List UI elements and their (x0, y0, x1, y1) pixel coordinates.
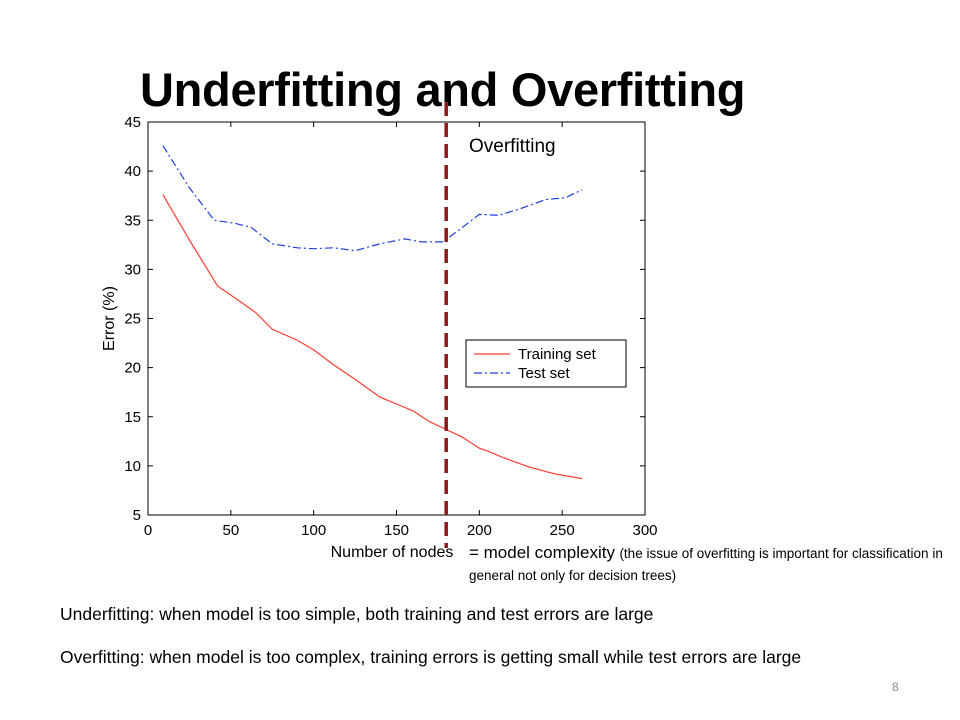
y-tick-label: 25 (124, 311, 141, 328)
x-tick-label: 300 (632, 522, 657, 539)
series-line-test-set (162, 145, 583, 252)
model-complexity-note: = model complexity (the issue of overfit… (469, 542, 949, 587)
overfitting-annotation: Overfitting (469, 136, 556, 157)
x-tick-label: 250 (550, 522, 575, 539)
y-tick-label: 15 (124, 409, 141, 426)
legend-box (465, 339, 627, 388)
slide-title: Underfitting and Overfitting (140, 63, 746, 116)
complexity-detail-text: (the issue of overfitting is important f… (469, 546, 943, 583)
y-tick-label: 20 (124, 360, 141, 377)
complexity-main-text: = model complexity (469, 543, 615, 562)
y-tick-label: 10 (124, 458, 141, 475)
x-tick-label: 150 (384, 522, 409, 539)
chart-series-layer (162, 145, 583, 480)
plot-frame (147, 121, 646, 516)
overfitting-bullet: Overfitting: when model is too complex, … (60, 647, 802, 667)
y-tick-label: 40 (124, 163, 141, 180)
y-tick-label: 35 (124, 212, 141, 229)
y-axis-label: Error (%) (101, 286, 118, 351)
x-tick-label: 0 (144, 522, 152, 539)
series-line-training-set (162, 194, 583, 480)
chart-legend: Training set Test set (465, 339, 627, 388)
x-tick-label: 50 (222, 522, 239, 539)
x-tick-label: 200 (467, 522, 492, 539)
y-tick-label: 5 (133, 507, 141, 524)
x-axis-label: Number of nodes (331, 544, 454, 561)
y-tick-label: 45 (124, 114, 141, 131)
page-number: 8 (892, 680, 899, 694)
chart-axes: 0 50 100 150 200 250 300 5 10 15 20 25 30 35 40 45 Numbe… (101, 114, 658, 561)
legend-label: Test set (518, 365, 571, 382)
y-tick-label: 30 (124, 261, 141, 278)
underfitting-bullet: Underfitting: when model is too simple, … (60, 604, 654, 624)
legend-label: Training set (518, 346, 597, 363)
x-tick-label: 100 (301, 522, 326, 539)
